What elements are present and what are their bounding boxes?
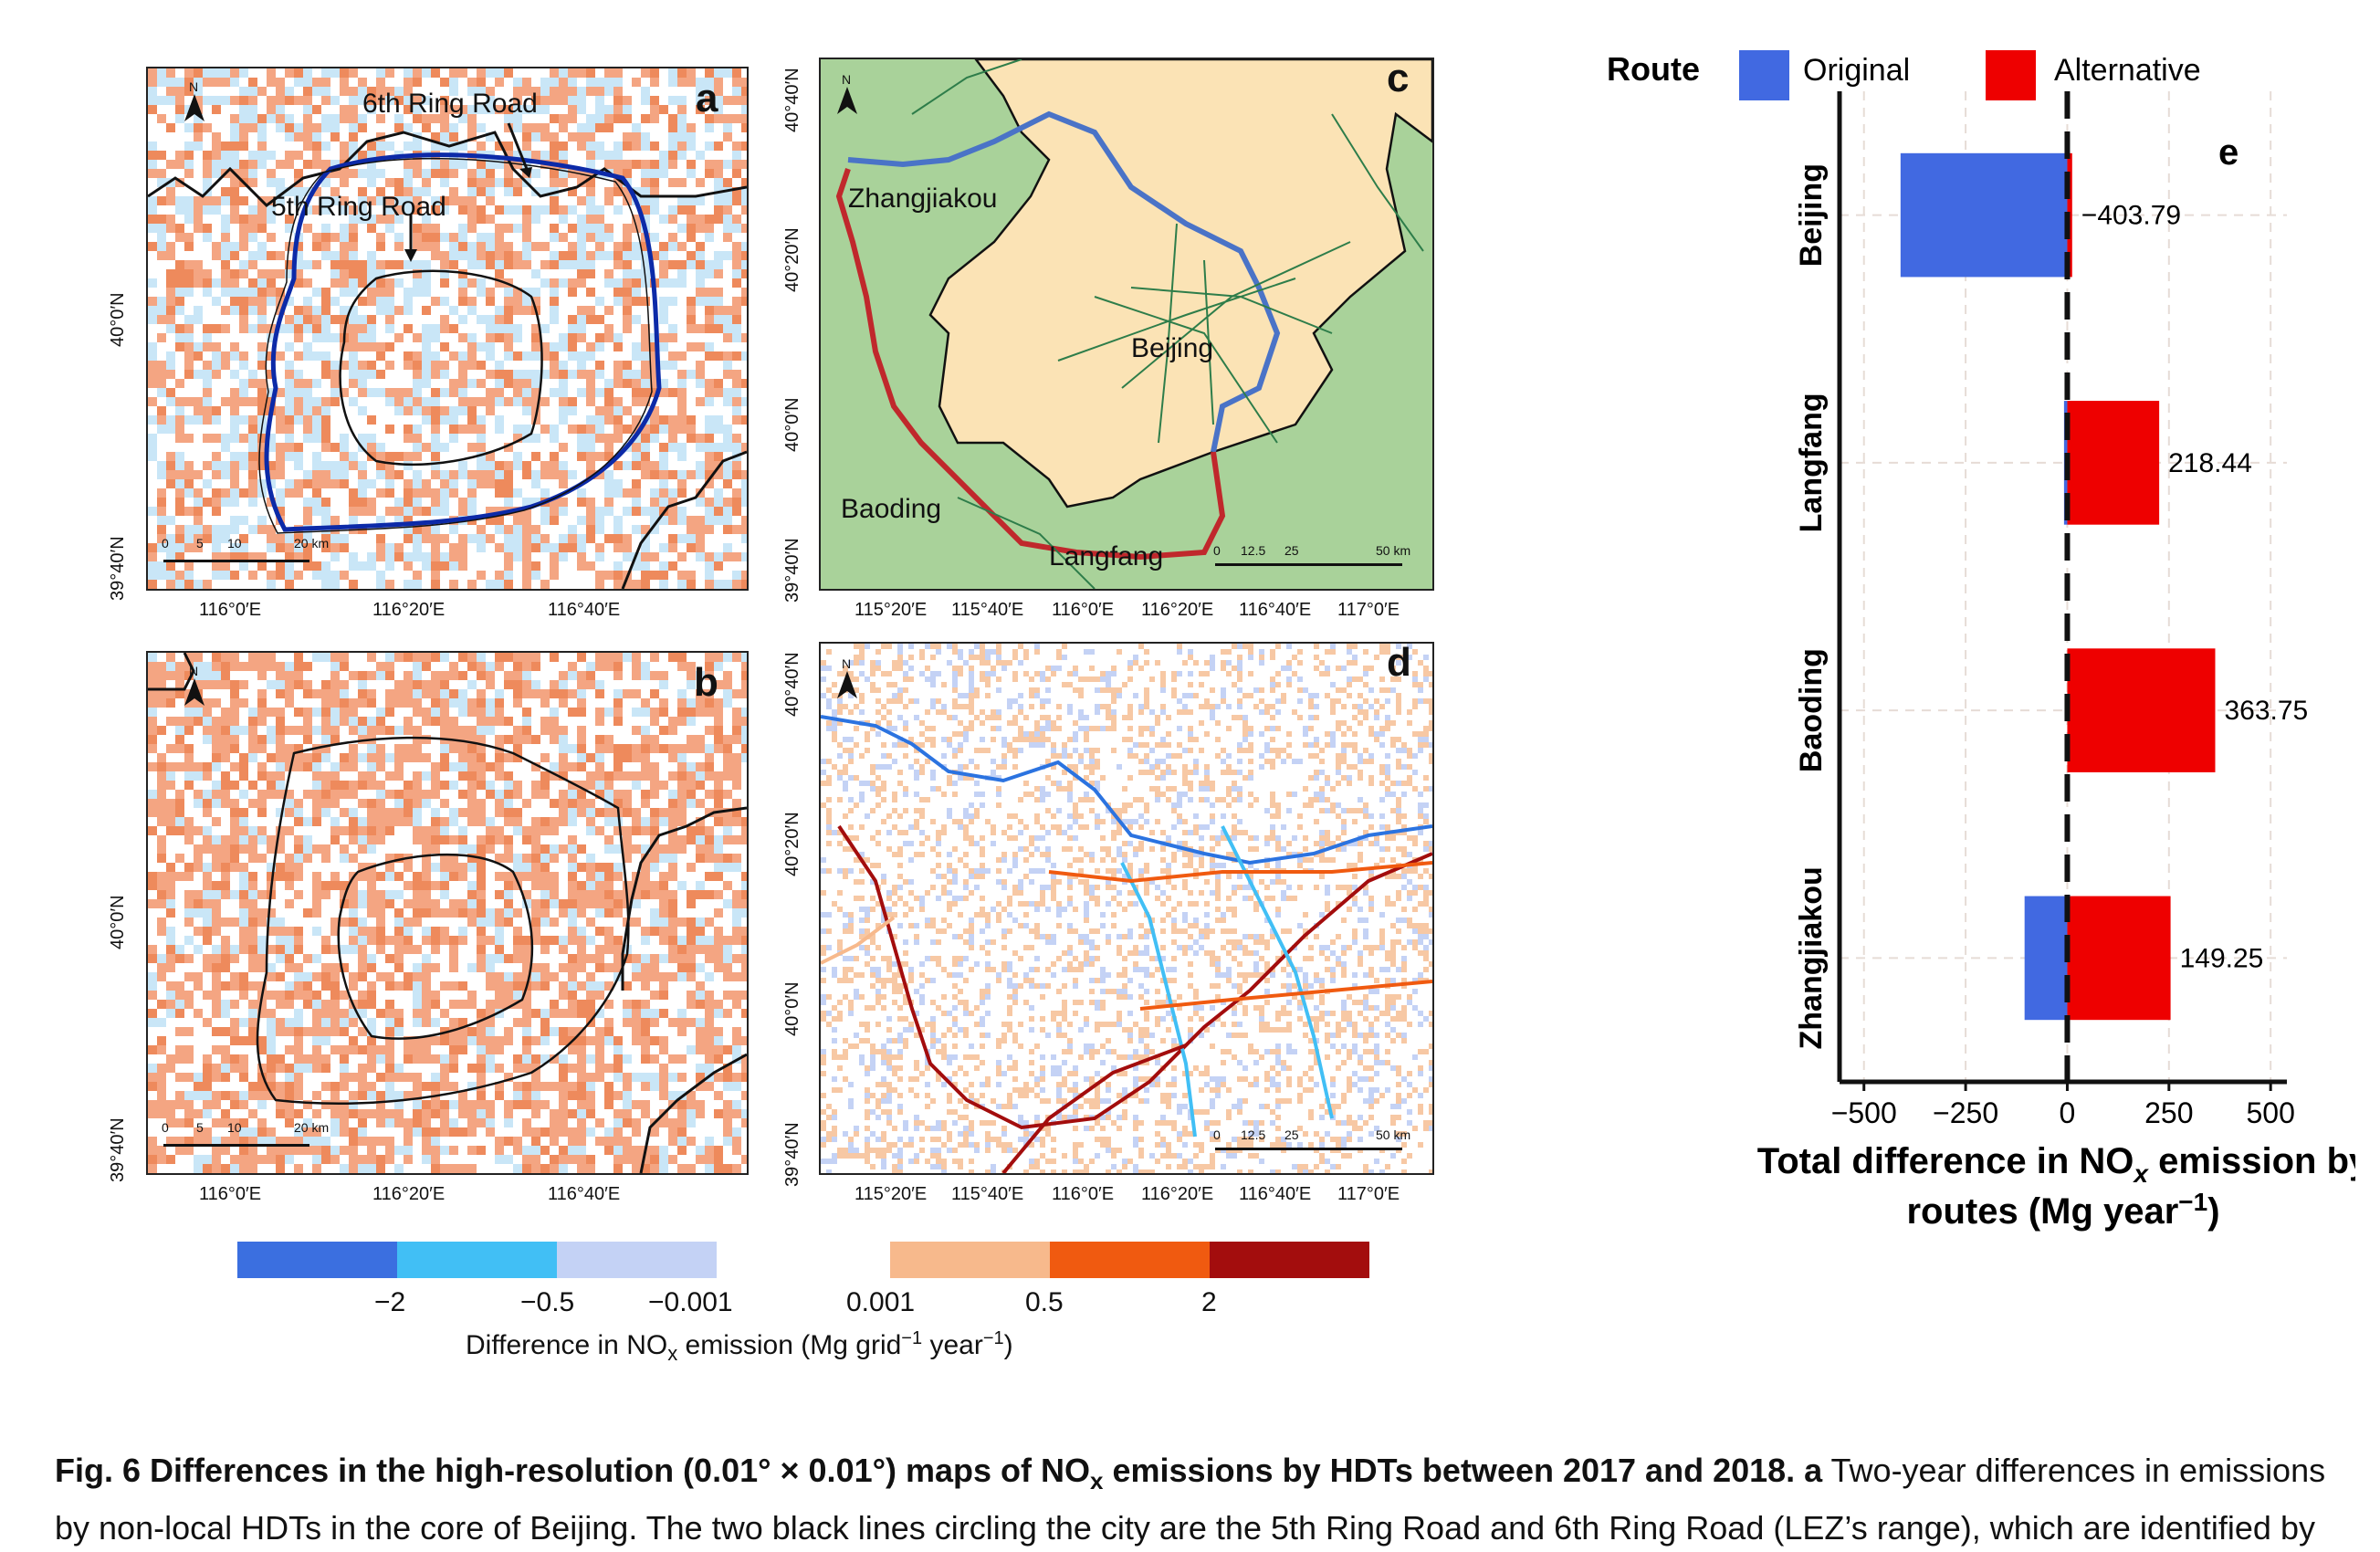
legend-tick-2: −0.5 <box>520 1287 574 1318</box>
bar-chart-e: −403.79 Beijing 218.44 Langfang 363.75 Baodin… <box>1497 27 2355 1433</box>
x-tick-label: −250 <box>1933 1096 1998 1129</box>
data-label-zhangjiakou: 149.25 <box>2180 943 2264 973</box>
legend-tick-5: 0.5 <box>1025 1287 1064 1318</box>
tick-a-x2: 116°40′E <box>548 600 620 621</box>
category-label-langfang: Langfang <box>1794 393 1829 532</box>
scale-bar: 0 12.5 25 50 km <box>1213 1127 1432 1164</box>
tick-b-x2: 116°40′E <box>548 1184 620 1205</box>
tick-c-x3: 116°20′E <box>1141 600 1213 621</box>
tick-b-x1: 116°20′E <box>372 1184 445 1205</box>
tick-c-y3: 39°40′N <box>782 538 803 603</box>
legend-swatch-4 <box>890 1242 1050 1278</box>
panel-letter-e: e <box>2218 132 2238 173</box>
label-6th-ring: 6th Ring Road <box>362 89 538 120</box>
bar-alternative-langfang <box>2067 401 2159 525</box>
emission-map-a <box>148 68 747 589</box>
x-tick-label: 250 <box>2144 1096 2193 1129</box>
x-tick-label: 500 <box>2246 1096 2294 1129</box>
figure-caption: Fig. 6 Differences in the high-resolutio… <box>55 1447 2355 1552</box>
legend-swatch-original <box>1739 50 1789 100</box>
map-panel-d: d N 0 12.5 25 50 km <box>819 642 1434 1175</box>
tick-d-x3: 116°20′E <box>1141 1184 1213 1205</box>
legend-label-alternative: Alternative <box>2054 53 2201 88</box>
panel-letter-a: a <box>696 76 718 121</box>
legend-tick-1: −2 <box>374 1287 405 1318</box>
data-label-baoding: 363.75 <box>2224 696 2308 726</box>
bar-alternative-baoding <box>2067 648 2215 772</box>
scale-bar: 0 12.5 25 50 km <box>1213 543 1432 580</box>
x-tick-label: −500 <box>1831 1096 1897 1129</box>
north-arrow-icon: N <box>834 656 861 698</box>
north-arrow-icon: N <box>834 72 861 114</box>
tick-c-y1: 40°20′N <box>782 227 803 292</box>
tick-c-x2: 116°0′E <box>1052 600 1114 621</box>
map-panel-c: c Zhangjiakou Beijing Baoding Langfang N… <box>819 58 1434 591</box>
city-baoding: Baoding <box>841 494 941 525</box>
tick-b-x0: 116°0′E <box>199 1184 261 1205</box>
tick-c-y0: 40°40′N <box>782 68 803 132</box>
caption-bold: Fig. 6 Differences in the high-resolutio… <box>55 1452 1822 1489</box>
legend-label-original: Original <box>1803 53 1910 88</box>
category-label-beijing: Beijing <box>1794 163 1829 267</box>
category-label-baoding: Baoding <box>1794 648 1829 772</box>
city-zhangjiakou: Zhangjiakou <box>848 184 997 215</box>
tick-c-y2: 40°0′N <box>782 397 803 452</box>
bar-original-zhangjiakou <box>2025 897 2068 1021</box>
tick-d-x4: 116°40′E <box>1239 1184 1311 1205</box>
tick-d-x2: 116°0′E <box>1052 1184 1114 1205</box>
tick-d-y1: 40°20′N <box>782 812 803 876</box>
tick-d-x5: 117°0′E <box>1337 1184 1400 1205</box>
map-panel-b: b N 0 5 10 20 km <box>146 651 749 1175</box>
map-panel-a: a 6th Ring Road 5th Ring Road N 0 5 10 2… <box>146 67 749 591</box>
scale-bar: 0 5 10 20 km <box>162 536 344 572</box>
legend-swatch-1 <box>237 1242 397 1278</box>
north-arrow-icon: N <box>181 79 208 121</box>
tick-d-y3: 39°40′N <box>782 1122 803 1187</box>
city-beijing: Beijing <box>1131 333 1213 364</box>
emission-map-b <box>148 653 747 1173</box>
tick-a-y1: 39°40′N <box>108 536 129 601</box>
legend-title: Route <box>1607 50 1700 88</box>
tick-d-x0: 115°20′E <box>854 1184 927 1205</box>
tick-c-x0: 115°20′E <box>854 600 927 621</box>
tick-c-x1: 115°40′E <box>951 600 1023 621</box>
legend-swatch-2 <box>397 1242 557 1278</box>
bar-alternative-zhangjiakou <box>2067 897 2170 1021</box>
x-axis-label-line2: routes (Mg year−1) <box>1906 1188 2219 1232</box>
x-tick-label: 0 <box>2060 1096 2076 1129</box>
emission-map-d <box>821 644 1432 1173</box>
category-label-zhangjiakou: Zhangjiakou <box>1794 866 1829 1049</box>
panel-letter-b: b <box>694 660 718 706</box>
tick-b-y1: 39°40′N <box>108 1117 129 1182</box>
legend-swatch-3 <box>557 1242 717 1278</box>
legend-title: Difference in NOx emission (Mg grid−1 ye… <box>466 1328 1013 1366</box>
legend-swatch-alternative <box>1986 50 2036 100</box>
x-axis-label-line1: Total difference in NOx emission by <box>1757 1141 2355 1188</box>
data-label-beijing: −403.79 <box>2081 201 2181 231</box>
tick-c-x5: 117°0′E <box>1337 600 1400 621</box>
scale-bar: 0 5 10 20 km <box>162 1120 344 1157</box>
tick-d-x1: 115°40′E <box>951 1184 1023 1205</box>
label-5th-ring: 5th Ring Road <box>271 192 446 223</box>
city-langfang: Langfang <box>1049 541 1163 572</box>
tick-a-x0: 116°0′E <box>199 600 261 621</box>
panel-letter-d: d <box>1387 642 1411 686</box>
beijing-region <box>930 59 1432 507</box>
legend-tick-6: 2 <box>1201 1287 1217 1318</box>
tick-a-y0: 40°0′N <box>108 292 129 347</box>
tick-c-x4: 116°40′E <box>1239 600 1311 621</box>
bar-original-beijing <box>1901 153 2068 278</box>
tick-a-x1: 116°20′E <box>372 600 445 621</box>
data-label-langfang: 218.44 <box>2168 448 2252 478</box>
legend-tick-3: −0.001 <box>648 1287 733 1318</box>
panel-letter-c: c <box>1387 58 1409 101</box>
legend-tick-4: 0.001 <box>846 1287 915 1318</box>
legend-swatch-5 <box>1050 1242 1210 1278</box>
legend-swatch-6 <box>1210 1242 1369 1278</box>
tick-d-y0: 40°40′N <box>782 652 803 717</box>
tick-b-y0: 40°0′N <box>108 895 129 949</box>
tick-d-y2: 40°0′N <box>782 981 803 1036</box>
north-arrow-icon: N <box>181 664 208 706</box>
